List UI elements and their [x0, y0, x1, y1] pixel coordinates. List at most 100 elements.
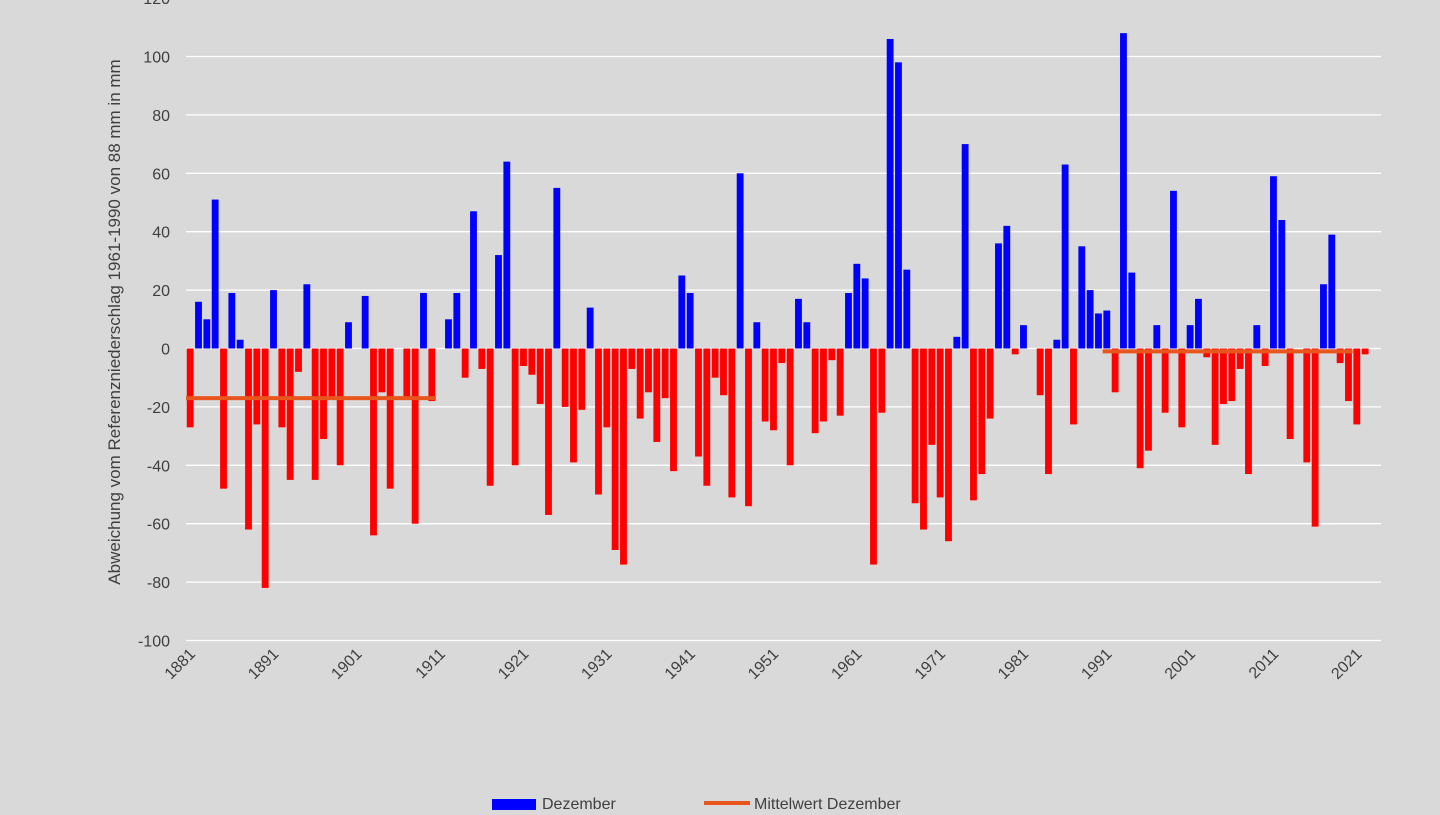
y-tick-label: -40 [147, 458, 170, 475]
bar-1914 [461, 348, 469, 378]
x-tick-label: 1941 [662, 646, 699, 683]
y-tick-label: 80 [152, 108, 170, 125]
bar-1989 [1086, 290, 1094, 349]
bar-1997 [1153, 325, 1161, 349]
bar-1919 [503, 161, 511, 349]
bar-1941 [686, 293, 694, 349]
bar-1894 [295, 348, 302, 372]
x-tick-label: 1971 [912, 646, 949, 683]
bar-1975 [970, 348, 977, 501]
bar-1916 [478, 348, 486, 369]
bar-1998 [1161, 348, 1169, 413]
bar-1958 [828, 348, 836, 361]
bar-1991 [1103, 310, 1111, 349]
bar-1899 [336, 348, 344, 466]
bar-1924 [545, 348, 552, 515]
bar-1920 [511, 348, 519, 466]
bar-1954 [795, 298, 802, 349]
y-tick-label: 60 [152, 166, 170, 183]
bar-1922 [528, 348, 536, 375]
bar-1948 [745, 348, 752, 507]
bar-1995 [1136, 348, 1144, 469]
bar-1893 [286, 348, 294, 480]
bar-1976 [978, 348, 986, 475]
bar-2007 [1236, 348, 1244, 369]
bar-2006 [1228, 348, 1236, 402]
bar-1925 [553, 187, 561, 349]
bar-1963 [870, 348, 877, 565]
bar-1994 [1128, 272, 1136, 349]
bar-1965 [886, 38, 894, 349]
bar-2015 [1303, 348, 1311, 463]
bar-1959 [836, 348, 844, 416]
bar-2020 [1345, 348, 1352, 402]
bar-1940 [678, 275, 686, 349]
bar-1971 [936, 348, 944, 498]
y-tick-label: -80 [147, 575, 170, 592]
bar-1896 [311, 348, 319, 480]
bar-1883 [203, 319, 211, 349]
bar-1929 [586, 307, 594, 349]
bar-1887 [236, 339, 244, 349]
x-tick-label: 1961 [828, 646, 865, 683]
x-tick-label: 1981 [995, 646, 1032, 683]
bar-2009 [1253, 325, 1261, 349]
bar-2002 [1195, 298, 1202, 349]
x-tick-label: 1991 [1078, 646, 1115, 683]
bar-1949 [753, 322, 761, 349]
bar-2010 [1261, 348, 1269, 367]
bar-1981 [1020, 325, 1027, 349]
bar-1927 [570, 348, 577, 463]
bar-1946 [728, 348, 736, 498]
mean-lines [186, 349, 1353, 401]
bar-1955 [803, 322, 811, 349]
x-tick-label: 1931 [578, 646, 615, 683]
bar-1891 [270, 290, 277, 349]
bar-2021 [1353, 348, 1361, 425]
bar-1962 [861, 278, 869, 349]
legend: Dezember Mittelwert Dezember [492, 796, 901, 813]
y-tick-label: 0 [161, 342, 170, 359]
bar-2000 [1178, 348, 1186, 428]
bar-1934 [628, 348, 636, 369]
bar-1889 [253, 348, 261, 425]
bar-2013 [1286, 348, 1294, 440]
bar-1961 [853, 263, 861, 349]
bar-1903 [370, 348, 377, 536]
bar-2017 [1320, 284, 1327, 349]
bar-1974 [961, 144, 969, 349]
x-tick-label: 1951 [745, 646, 782, 683]
bar-1930 [595, 348, 602, 495]
bar-1973 [953, 336, 961, 349]
bar-1983 [1036, 348, 1044, 396]
bar-1898 [328, 348, 336, 399]
y-axis-ticks: -100 -80 -60 -40 -20 0 20 40 60 80 100 120 [138, 0, 170, 651]
legend-label-mittelwert: Mittelwert Dezember [754, 796, 901, 810]
bar-1933 [620, 348, 627, 565]
bar-1910 [428, 348, 436, 402]
bar-1978 [995, 243, 1002, 349]
y-tick-label: -100 [138, 634, 170, 651]
x-tick-label: 1891 [245, 646, 282, 683]
bar-1917 [486, 348, 494, 486]
bar-1907 [403, 348, 411, 399]
bar-1970 [928, 348, 936, 445]
bar-1938 [661, 348, 669, 399]
bar-1957 [820, 348, 827, 422]
bar-1988 [1078, 246, 1086, 349]
bar-1950 [761, 348, 769, 422]
bar-1952 [778, 348, 786, 364]
y-tick-label: -20 [147, 400, 170, 417]
bar-1999 [1170, 190, 1177, 349]
bar-1993 [1120, 33, 1127, 349]
bar-1951 [770, 348, 777, 431]
bar-1928 [578, 348, 586, 410]
x-axis-ticks: 1881 1891 1901 1911 1921 1931 1941 1951 1961 1971… [162, 646, 1366, 683]
bar-1890 [261, 348, 269, 588]
bar-1918 [495, 255, 502, 349]
legend-swatch-dezember [492, 799, 536, 810]
bar-1905 [386, 348, 394, 489]
x-tick-label: 2011 [1246, 646, 1282, 682]
bar-1986 [1061, 164, 1069, 349]
